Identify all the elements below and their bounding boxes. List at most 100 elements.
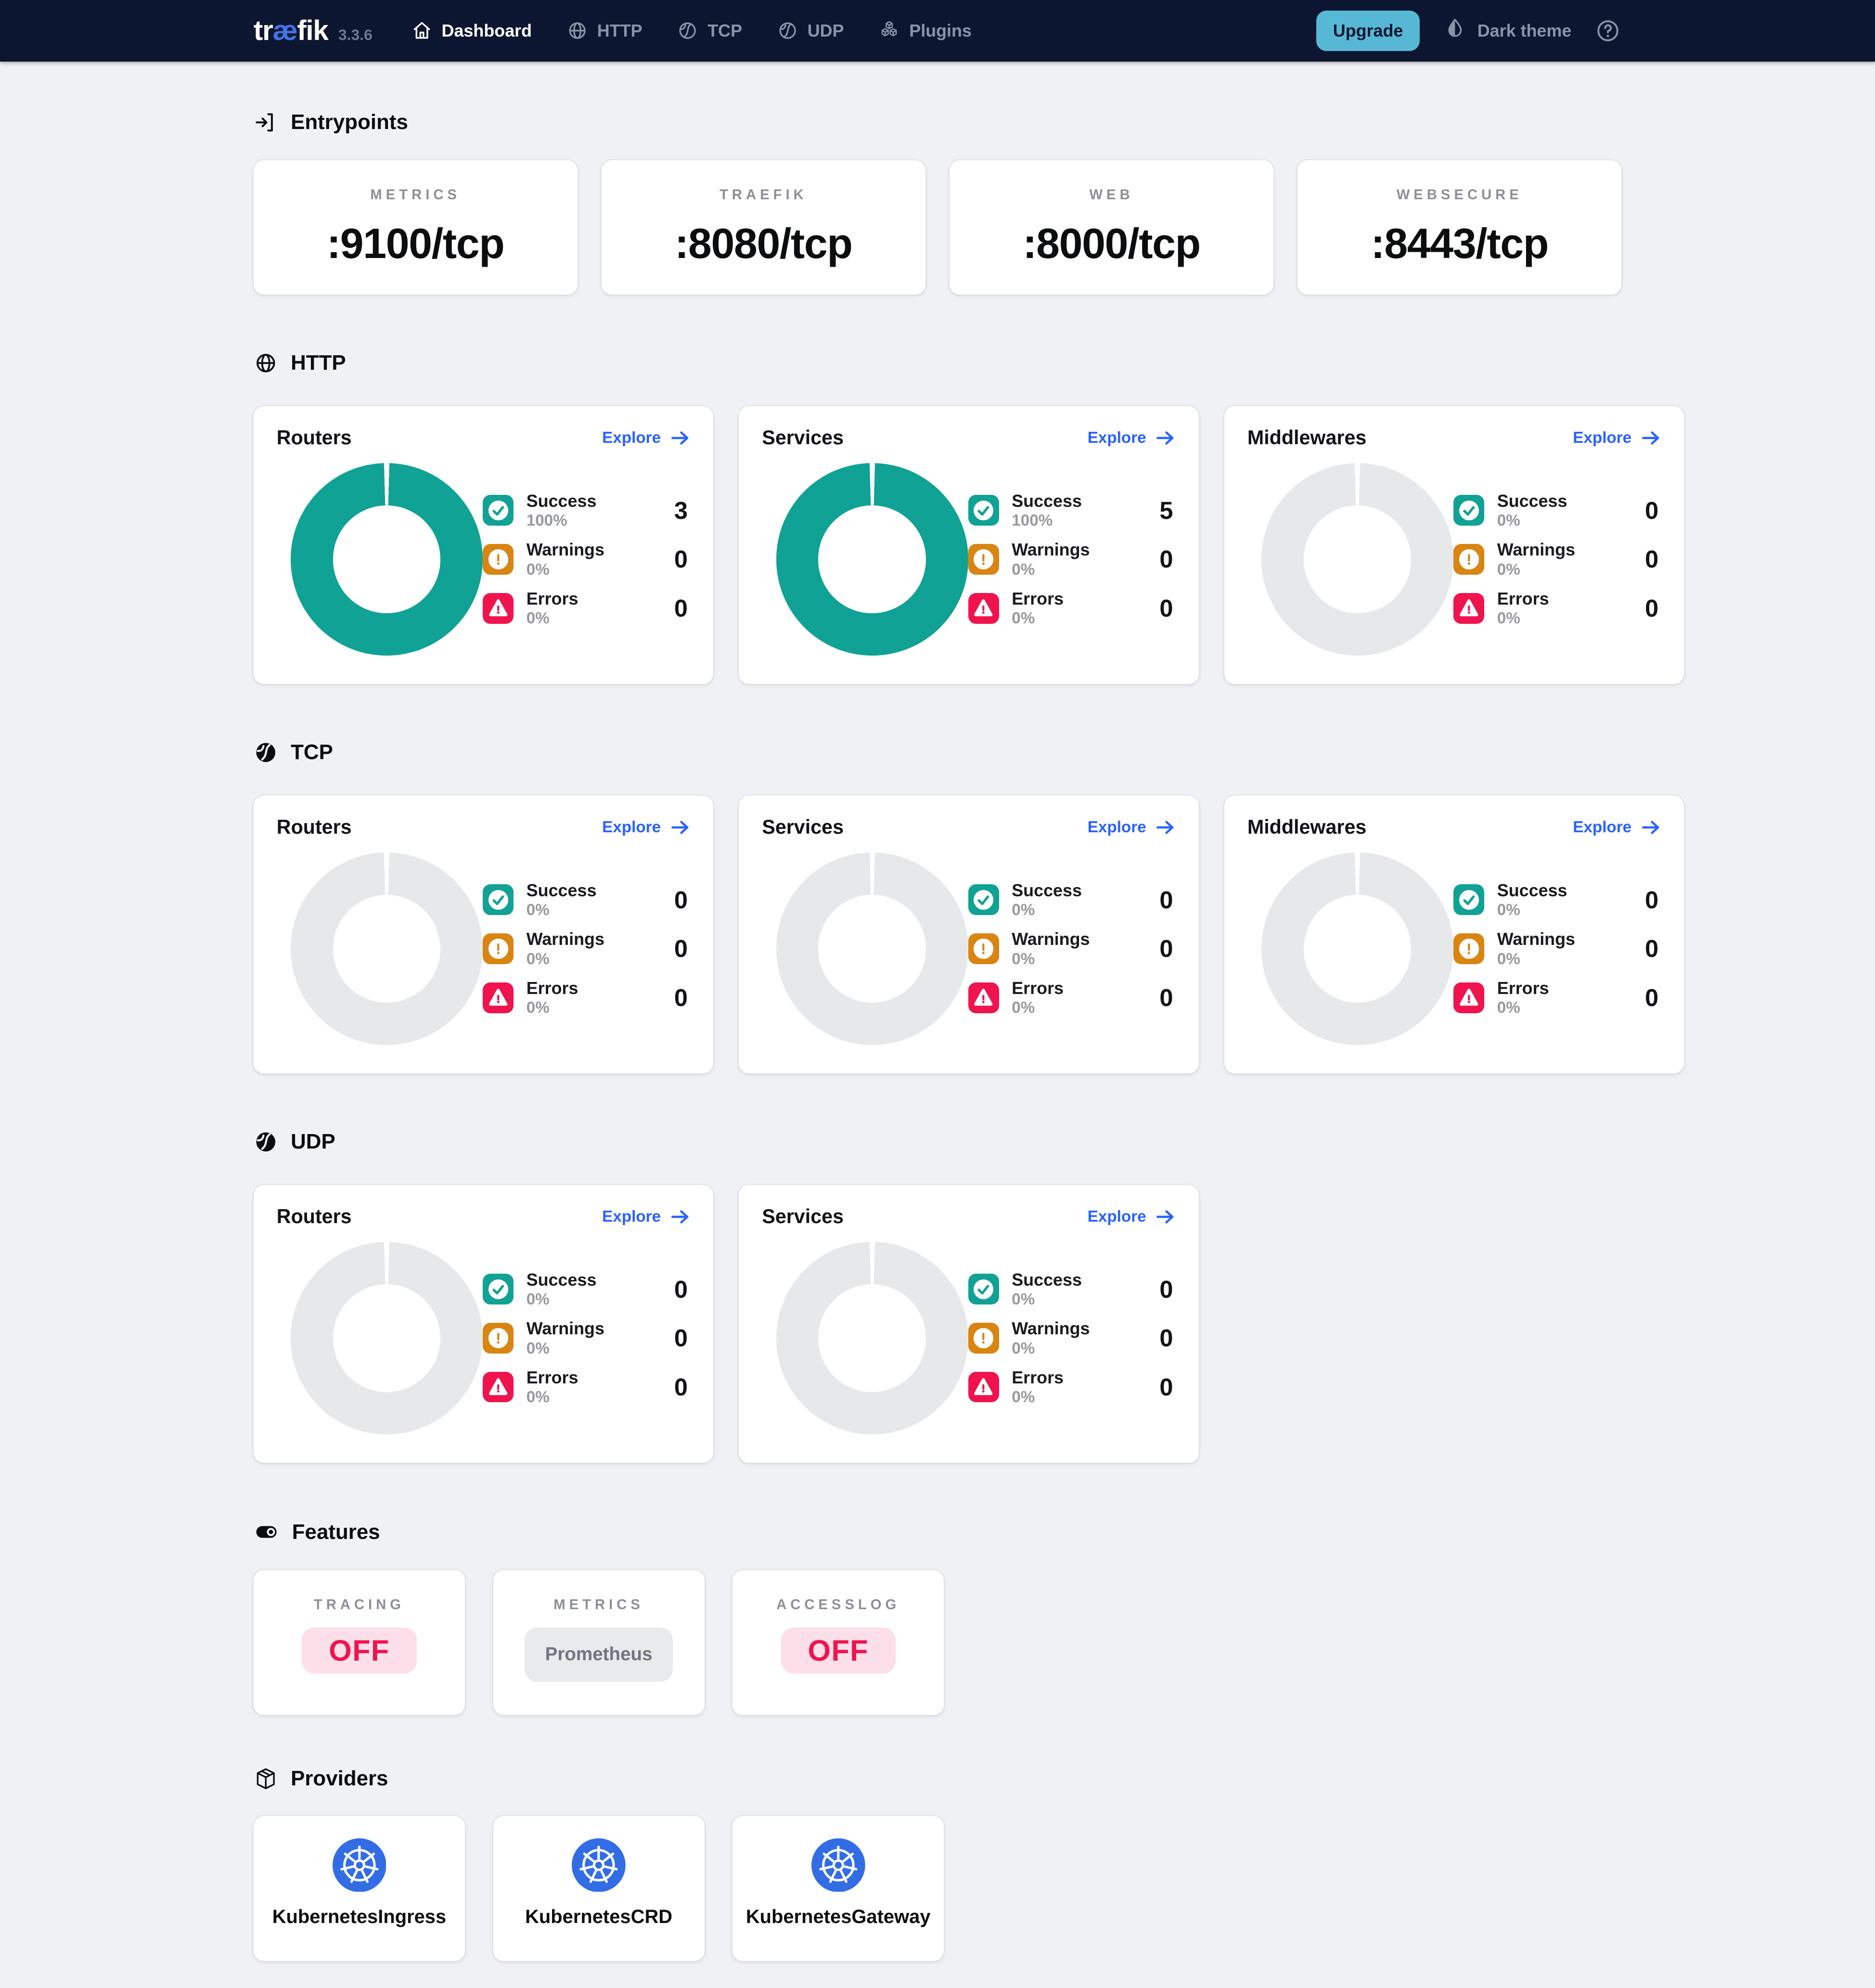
stat-value: 0 [1644,886,1659,914]
feature-label: METRICS [553,1597,644,1613]
feature-card-accesslog: ACCESSLOG OFF [732,1570,944,1716]
success-stat-row: Success 0% 0 [968,880,1173,920]
contrast-drop-icon [1443,16,1467,45]
traefik-logo[interactable]: træfik 3.3.6 [254,14,372,47]
tcp-middlewares-card: Middlewares Explore Success 0% 0 Warning [1224,795,1684,1073]
entrypoint-label: WEBSECURE [1396,187,1523,203]
donut-chart [776,1242,968,1434]
question-circle-icon[interactable] [1594,17,1621,44]
entrypoint-value: :8443/tcp [1371,220,1549,268]
success-check-icon [483,884,514,916]
error-warning-triangle-icon [483,1371,514,1403]
explore-link[interactable]: Explore [602,818,690,837]
section-title: Entrypoints [291,110,408,134]
warning-exclamation-icon [483,1322,514,1354]
errors-stat-row: Errors 0% 0 [968,588,1173,628]
arrow-right-icon [1155,430,1176,446]
feature-label: ACCESSLOG [776,1597,900,1613]
stat-value: 0 [674,1324,688,1352]
error-warning-triangle-icon [1453,593,1485,624]
entrypoint-label: METRICS [370,187,461,203]
error-warning-triangle-icon [483,982,514,1013]
success-stat-row: Success 0% 0 [483,1269,688,1309]
stat-value: 0 [674,594,688,622]
success-stat-row: Success 100% 3 [483,491,688,530]
donut-chart [1261,852,1454,1045]
nav-item-dashboard[interactable]: Dashboard [411,20,532,41]
nav-item-plugins[interactable]: Plugins [878,20,972,41]
explore-link[interactable]: Explore [1573,429,1661,447]
udp-services-card: Services Explore Success 0% 0 Warnings 0% [739,1185,1199,1463]
nav-item-http[interactable]: HTTP [566,20,642,41]
stat-value: 0 [1644,984,1659,1012]
warnings-stat-row: Warnings 0% 0 [483,929,688,968]
feature-label: TRACING [313,1597,405,1613]
arrow-right-icon [1641,820,1661,835]
package-icon [254,1767,278,1791]
upgrade-button[interactable]: Upgrade [1316,10,1420,52]
tcp-section-header: TCP [254,740,1621,765]
success-check-icon [483,495,514,526]
provider-name: KubernetesIngress [272,1906,447,1927]
errors-stat-row: Errors 0% 0 [1453,588,1658,628]
stat-value: 0 [1644,935,1659,963]
arrow-right-icon [1641,430,1661,446]
donut-chart [291,463,483,656]
stat-value: 0 [1159,1324,1173,1352]
feature-card-tracing: TRACING OFF [253,1570,465,1716]
section-title: HTTP [291,351,346,375]
logo-text: træfik [253,15,329,47]
warnings-stat-row: Warnings 0% 0 [968,1318,1173,1358]
nav-items: Dashboard HTTP TCP UDP Plugins [411,20,972,41]
nav-item-tcp[interactable]: TCP [677,20,742,41]
explore-link[interactable]: Explore [602,429,690,447]
entrypoint-label: WEB [1089,187,1134,203]
stat-value: 0 [674,1275,688,1303]
entrypoint-card-traefik: TRAEFIK :8080/tcp [602,160,925,295]
stat-value: 0 [1159,935,1173,963]
udp-ball-icon [254,1130,278,1154]
kubernetes-icon [811,1838,865,1892]
error-warning-triangle-icon [968,982,999,1013]
errors-stat-row: Errors 0% 0 [483,978,688,1018]
stat-value: 0 [1159,1373,1173,1401]
entrypoints-section-header: Entrypoints [254,110,1621,135]
home-icon [411,20,433,41]
udp-routers-card: Routers Explore Success 0% 0 Warnings 0% [253,1185,714,1463]
explore-link[interactable]: Explore [602,1208,690,1226]
success-check-icon [483,1274,514,1305]
nav-item-udp[interactable]: UDP [777,20,844,41]
provider-name: KubernetesGateway [745,1906,931,1927]
success-check-icon [968,495,999,526]
success-stat-row: Success 0% 0 [1453,491,1658,530]
stat-value: 5 [1159,496,1173,524]
features-grid: TRACING OFF METRICS Prometheus ACCESSLOG… [253,1570,1621,1716]
http-routers-card: Routers Explore Success 100% 3 Warnings 0 [253,406,714,684]
warning-exclamation-icon [968,544,999,575]
udp-cards-grid: Routers Explore Success 0% 0 Warnings 0% [253,1185,1621,1463]
plugins-cubes-icon [878,20,900,41]
explore-link[interactable]: Explore [1088,818,1176,837]
dark-theme-toggle[interactable]: Dark theme [1443,16,1571,45]
section-title: Features [292,1520,380,1544]
provider-card-kubernetes-gateway: KubernetesGateway [732,1816,944,1962]
explore-link[interactable]: Explore [1573,818,1661,837]
warning-exclamation-icon [483,933,514,964]
entrypoint-value: :9100/tcp [326,220,505,268]
feature-status-badge: OFF [302,1627,417,1674]
providers-section-header: Providers [254,1767,1621,1791]
warnings-stat-row: Warnings 0% 0 [483,1318,688,1358]
arrow-right-icon [1155,1209,1176,1225]
errors-stat-row: Errors 0% 0 [483,588,688,628]
explore-link[interactable]: Explore [1088,1208,1176,1226]
stat-value: 0 [674,984,688,1012]
errors-stat-row: Errors 0% 0 [968,1367,1173,1407]
section-title: Providers [291,1766,388,1790]
explore-link[interactable]: Explore [1088,429,1176,447]
donut-chart [291,1242,483,1434]
stat-value: 0 [1159,1275,1173,1303]
stat-value: 0 [674,886,688,914]
warnings-stat-row: Warnings 0% 0 [1453,539,1658,579]
stat-value: 0 [1644,594,1659,622]
